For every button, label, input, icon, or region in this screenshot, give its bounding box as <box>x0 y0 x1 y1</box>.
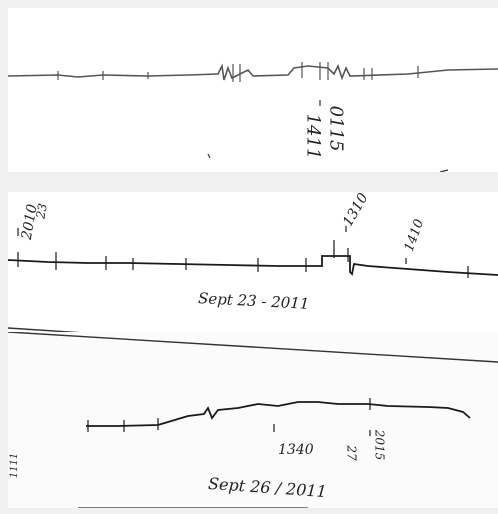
trace-middle-spikes <box>17 240 469 278</box>
trace-top <box>8 63 498 81</box>
trace-middle <box>8 255 498 276</box>
middle-tick-marks <box>17 226 407 264</box>
top-time-label-a: 1411 <box>302 113 324 160</box>
trace-bottom-spikes <box>87 398 371 432</box>
trace-mid-svg <box>8 226 498 332</box>
trace-top-svg <box>8 62 498 172</box>
bottom-time-label-b: 2015 <box>372 429 387 461</box>
trace-top-spikes <box>57 62 419 82</box>
page-divider-line-top <box>8 332 498 363</box>
top-tick-marks <box>207 100 449 172</box>
bottom-time-sub-label: 27 <box>344 445 359 461</box>
recording-strip-bottom: 1111 1340 2015 27 Sept 26 / 2011 <box>8 332 498 508</box>
trace-bottom <box>86 401 471 427</box>
trace-bottom-svg <box>8 332 498 508</box>
recording-strip-top: 1411 0115 <box>8 8 498 172</box>
recording-strip-middle: 2010 23 1310 1410 Sept 23 - 2011 <box>8 192 498 332</box>
top-time-label-b: 0115 <box>325 105 347 152</box>
bottom-tick-marks <box>273 424 371 436</box>
middle-start-sub-label: 23 <box>33 202 50 220</box>
bottom-time-label-a: 1340 <box>278 442 314 458</box>
bottom-start-time-label: 1111 <box>9 452 21 479</box>
